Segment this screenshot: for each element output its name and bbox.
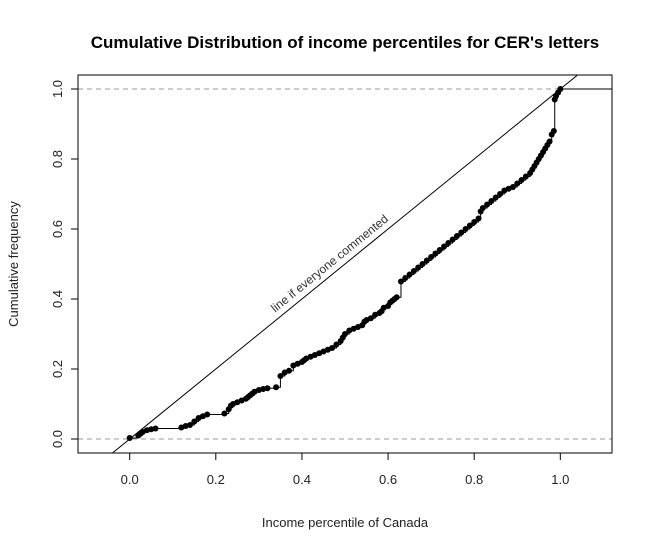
data-point-84 <box>484 201 491 208</box>
data-point-79 <box>466 222 473 229</box>
x-axis-label: Income percentile of Canada <box>262 515 429 530</box>
x-tick-label-3: 0.6 <box>379 472 397 487</box>
data-point-92 <box>518 177 525 183</box>
y-tick-label-3: 0.6 <box>50 220 65 238</box>
chart-title: Cumulative Distribution of income percen… <box>91 33 599 52</box>
data-point-43 <box>333 341 340 348</box>
x-tick-label-0: 0.0 <box>121 472 139 487</box>
data-point-27 <box>264 385 271 392</box>
data-point-46 <box>342 331 348 337</box>
data-point-62 <box>393 294 400 301</box>
data-point-105 <box>550 128 557 134</box>
data-point-87 <box>497 191 504 197</box>
data-point-67 <box>415 264 422 271</box>
data-point-71 <box>432 250 439 257</box>
x-tick-label-4: 0.8 <box>465 472 483 487</box>
data-point-91 <box>514 180 521 187</box>
data-point-6 <box>152 425 159 432</box>
data-point-90 <box>509 184 516 190</box>
data-point-10 <box>191 418 198 425</box>
data-point-14 <box>221 410 228 417</box>
data-point-85 <box>488 198 495 204</box>
data-point-74 <box>445 240 452 246</box>
y-tick-label-2: 0.4 <box>50 290 65 308</box>
data-point-69 <box>423 257 430 264</box>
data-point-73 <box>441 243 448 250</box>
data-point-9 <box>186 422 193 428</box>
y-axis-label: Cumulative frequency <box>6 201 21 327</box>
data-point-76 <box>453 233 460 239</box>
data-point-77 <box>458 229 465 236</box>
plot-contents <box>78 75 612 453</box>
data-point-13 <box>204 411 211 418</box>
data-point-68 <box>419 261 426 267</box>
data-point-78 <box>462 226 469 232</box>
data-point-31 <box>286 367 293 374</box>
data-point-83 <box>479 205 486 211</box>
data-point-65 <box>406 271 413 278</box>
data-point-66 <box>410 268 417 274</box>
data-point-75 <box>449 236 456 243</box>
data-point-109 <box>557 86 564 92</box>
data-point-72 <box>436 247 443 253</box>
data-point-53 <box>367 315 374 322</box>
data-point-63 <box>397 278 404 285</box>
diagonal-line <box>111 75 579 453</box>
data-point-103 <box>546 138 553 145</box>
data-point-70 <box>428 254 435 260</box>
y-tick-label-0: 0.0 <box>50 430 65 448</box>
data-point-64 <box>402 275 409 281</box>
y-tick-label-1: 0.2 <box>50 360 65 378</box>
data-point-86 <box>492 194 499 201</box>
data-point-29 <box>277 373 284 379</box>
data-point-93 <box>522 173 529 180</box>
x-tick-label-5: 1.0 <box>551 472 569 487</box>
x-tick-label-1: 0.2 <box>207 472 225 487</box>
x-tick-label-2: 0.4 <box>293 472 311 487</box>
data-point-0 <box>126 434 133 441</box>
y-tick-label-5: 1.0 <box>50 80 65 98</box>
data-point-81 <box>475 215 482 222</box>
data-point-42 <box>329 345 336 351</box>
data-point-80 <box>471 219 478 225</box>
data-point-28 <box>273 384 280 391</box>
plot-frame <box>77 74 613 454</box>
y-tick-label-4: 0.8 <box>50 150 65 168</box>
